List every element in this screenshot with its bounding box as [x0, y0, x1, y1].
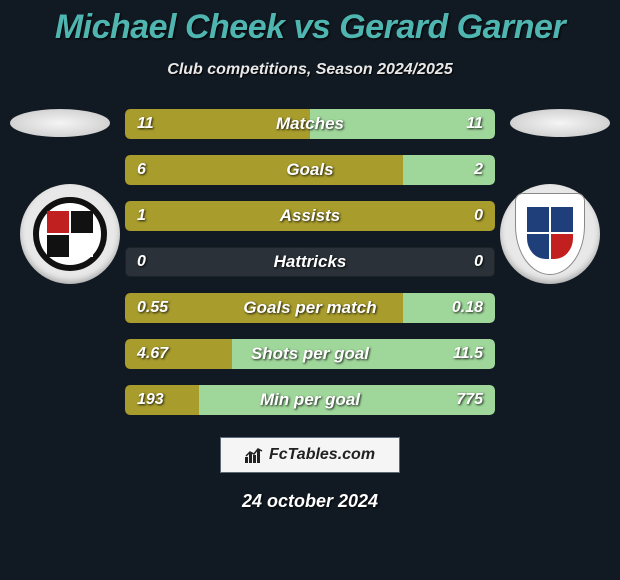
stat-row: 4.6711.5Shots per goal	[125, 339, 495, 369]
right-flag-placeholder	[510, 109, 610, 137]
page-title: Michael Cheek vs Gerard Garner	[0, 0, 620, 47]
left-club-crest	[33, 197, 107, 271]
brand-label: FcTables.com	[269, 446, 375, 464]
brand-icon	[245, 447, 265, 463]
stat-label: Goals per match	[125, 293, 495, 323]
stat-row: 62Goals	[125, 155, 495, 185]
subtitle: Club competitions, Season 2024/2025	[0, 61, 620, 79]
stat-label: Matches	[125, 109, 495, 139]
stat-row: 00Hattricks	[125, 247, 495, 277]
stat-row: 193775Min per goal	[125, 385, 495, 415]
comparison-content: 1111Matches 62Goals 10Assists 00Hattricks 0.…	[0, 109, 620, 415]
stat-label: Hattricks	[125, 247, 495, 277]
date-label: 24 october 2024	[0, 491, 620, 512]
stat-label: Goals	[125, 155, 495, 185]
stat-row: 1111Matches	[125, 109, 495, 139]
stat-row: 0.550.18Goals per match	[125, 293, 495, 323]
stat-row: 10Assists	[125, 201, 495, 231]
stat-label: Assists	[125, 201, 495, 231]
right-club-badge	[500, 184, 600, 284]
right-club-crest	[515, 193, 585, 275]
left-club-badge	[20, 184, 120, 284]
stat-label: Shots per goal	[125, 339, 495, 369]
stat-bars: 1111Matches 62Goals 10Assists 00Hattricks 0.…	[125, 109, 495, 415]
brand-box: FcTables.com	[220, 437, 400, 473]
left-flag-placeholder	[10, 109, 110, 137]
stat-label: Min per goal	[125, 385, 495, 415]
